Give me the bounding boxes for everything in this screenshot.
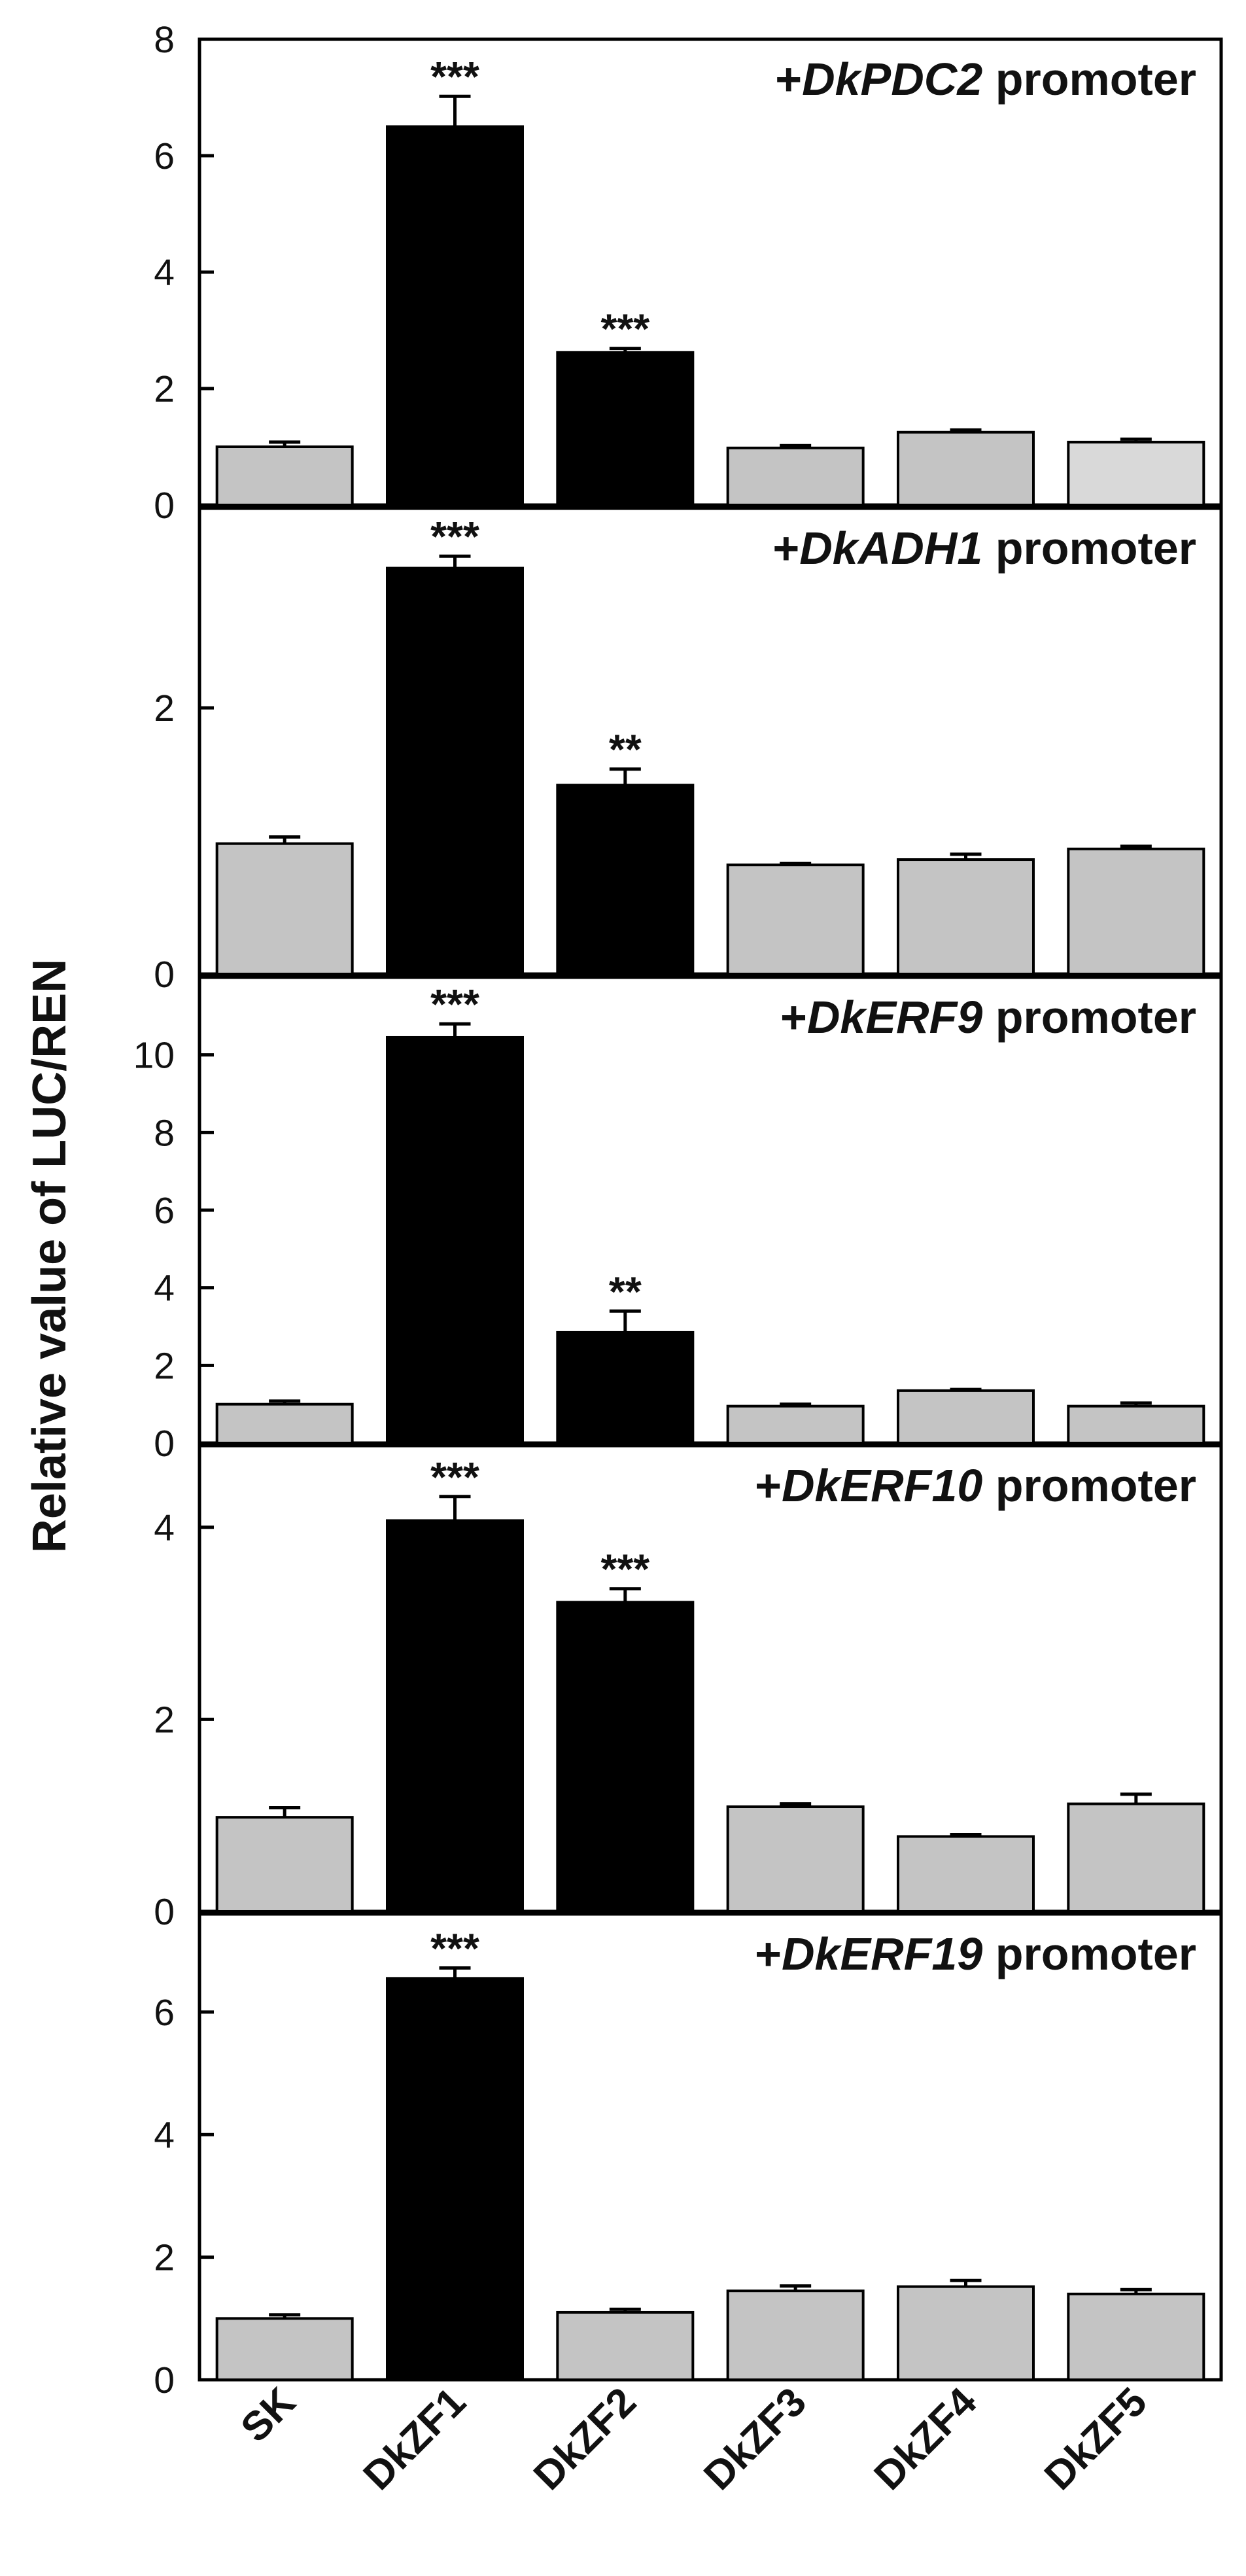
panel-title-prefix: +	[775, 54, 802, 105]
panel-title-prefix: +	[755, 1928, 782, 1979]
panel-title-gene: DkERF19	[782, 1928, 982, 1979]
panel-title: +DkPDC2 promoter	[775, 54, 1196, 105]
y-tick-label: 0	[154, 954, 175, 996]
bar-DkZF4	[897, 430, 1035, 506]
panel-frame	[198, 1912, 1223, 2382]
panel-title-prefix: +	[755, 1460, 782, 1511]
bar-DkZF2	[556, 2310, 695, 2381]
significance-label: ***	[430, 1453, 479, 1501]
panel-title-gene: DkPDC2	[802, 54, 982, 105]
bar-DkZF1	[386, 125, 524, 506]
bar-DkZF3	[726, 446, 865, 507]
bar-SK	[215, 842, 354, 976]
bar-DkZF5	[1067, 440, 1205, 507]
bar-DkZF5	[1067, 1802, 1205, 1913]
bar-DkZF5	[1067, 847, 1205, 975]
y-tick-label: 0	[154, 1423, 175, 1465]
panel-DkERF19: 0 2 4 6 *** +DkERF19 promoter	[154, 1912, 1223, 2401]
significance-label: ***	[430, 513, 479, 560]
panel-title: +DkERF9 promoter	[780, 992, 1196, 1043]
bar-DkZF1	[386, 1977, 524, 2381]
panel-title-suffix: promoter	[982, 992, 1196, 1043]
significance-label: ***	[600, 305, 649, 353]
y-tick-label: 2	[154, 368, 175, 410]
x-tick-label-SK: SK	[232, 2379, 304, 2451]
bar-DkZF2	[556, 1331, 695, 1445]
panel-DkERF10: 0 2 4 *** *** +DkERF10 promoter	[154, 1444, 1223, 1933]
significance-label: ***	[600, 1546, 649, 1593]
panel-frame	[198, 1444, 1223, 1913]
panel-title-prefix: +	[772, 523, 799, 574]
bar-DkZF3	[726, 1805, 865, 1913]
bar-DkZF2	[556, 351, 695, 506]
x-tick-label-DkZF2: DkZF2	[525, 2379, 645, 2499]
panel-title-gene: DkERF10	[782, 1460, 982, 1511]
bar-DkZF1	[386, 566, 524, 975]
panel-title-gene: DkERF9	[807, 992, 982, 1043]
y-tick-label: 6	[154, 1190, 175, 1232]
y-tick-label: 6	[154, 135, 175, 177]
panel-frame	[198, 37, 1223, 507]
panel-title: +DkERF10 promoter	[755, 1460, 1196, 1511]
bar-DkZF1	[386, 1036, 524, 1444]
y-tick-label: 4	[154, 1268, 175, 1310]
x-tick-label-DkZF1: DkZF1	[355, 2379, 475, 2499]
y-tick-label: 4	[154, 1507, 175, 1549]
bar-SK	[215, 445, 354, 506]
y-tick-label: 0	[154, 2359, 175, 2401]
y-tick-label: 8	[154, 19, 175, 61]
bar-DkZF1	[386, 1519, 524, 1913]
y-tick-label: 8	[154, 1112, 175, 1154]
panel-title-gene: DkADH1	[799, 523, 982, 574]
bar-DkZF3	[726, 1404, 865, 1444]
y-tick-label: 2	[154, 688, 175, 729]
bar-DkZF4	[897, 858, 1035, 975]
bar-DkZF4	[897, 1389, 1035, 1444]
panel-title: +DkERF19 promoter	[755, 1928, 1196, 1979]
bar-DkZF4	[897, 2285, 1035, 2382]
panel-DkPDC2: 0 2 4 6 8 *** *** +DkPDC2 promoter	[154, 19, 1223, 527]
x-tick-label-DkZF5: DkZF5	[1036, 2379, 1156, 2499]
panel-DkADH1: 02*****+DkADH1 promoter	[154, 506, 1223, 996]
x-axis-labels: SK DkZF1 DkZF2 DkZF3 DkZF4 DkZF5	[232, 2379, 1155, 2499]
x-tick-label-DkZF3: DkZF3	[695, 2379, 815, 2499]
panel-title-suffix: promoter	[982, 54, 1196, 105]
significance-label: ***	[430, 1924, 479, 1972]
y-tick-label: 0	[154, 485, 175, 527]
x-tick-label-DkZF4: DkZF4	[866, 2379, 986, 2499]
panel-title: +DkADH1 promoter	[772, 523, 1196, 574]
bar-DkZF5	[1067, 2292, 1205, 2381]
bar-DkZF4	[897, 1835, 1035, 1913]
significance-label: ***	[430, 53, 479, 100]
y-tick-label: 4	[154, 252, 175, 294]
panel-title-prefix: +	[780, 992, 807, 1043]
panel-frame	[198, 975, 1223, 1445]
bar-SK	[215, 1402, 354, 1445]
significance-label: **	[609, 726, 642, 773]
y-tick-label: 2	[154, 2237, 175, 2279]
y-tick-label: 4	[154, 2114, 175, 2156]
significance-label: **	[609, 1268, 642, 1315]
bar-SK	[215, 1816, 354, 1913]
panel-frame	[198, 506, 1223, 976]
bar-DkZF2	[556, 1601, 695, 1913]
y-tick-label: 10	[133, 1035, 175, 1077]
panel-title-suffix: promoter	[982, 1460, 1196, 1511]
bar-SK	[215, 2317, 354, 2381]
significance-label: ***	[430, 981, 479, 1028]
y-tick-label: 6	[154, 1992, 175, 2034]
panel-title-suffix: promoter	[982, 1928, 1196, 1979]
panel-title-suffix: promoter	[982, 523, 1196, 574]
bar-DkZF3	[726, 2289, 865, 2382]
y-tick-label: 2	[154, 1699, 175, 1741]
bar-DkZF2	[556, 784, 695, 976]
bar-DkZF3	[726, 863, 865, 976]
y-axis-label: Relative value of LUC/REN	[24, 959, 76, 1553]
y-tick-label: 2	[154, 1345, 175, 1387]
y-tick-label: 0	[154, 1891, 175, 1933]
bar-DkZF5	[1067, 1404, 1205, 1444]
